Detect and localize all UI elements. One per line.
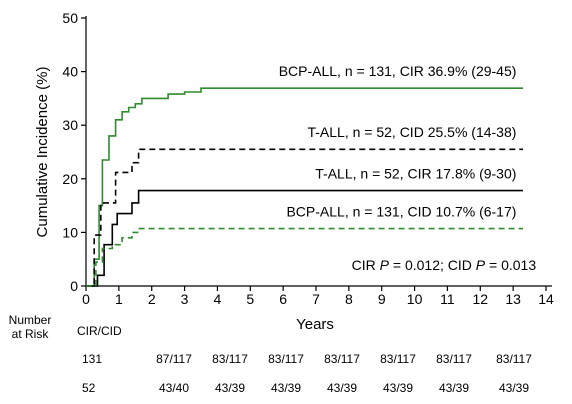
y-tick-label-0: 0	[70, 278, 78, 294]
y-axis-title: Cumulative Incidence (%)	[34, 67, 51, 238]
risk-cell: 43/39	[438, 381, 470, 395]
risk-cell: 83/117	[436, 352, 472, 366]
risk-cell: 43/39	[326, 381, 358, 395]
risk-table-header: Number at Risk	[0, 313, 60, 341]
x-tick-label-2: 2	[148, 291, 156, 307]
annotation-part: = 0.013	[485, 257, 536, 273]
x-axis-title: Years	[296, 316, 334, 333]
risk-cell: 43/39	[382, 381, 414, 395]
risk-row-label: 52	[82, 381, 96, 395]
x-tick-label-12: 12	[472, 291, 488, 307]
risk-cell: 43/39	[214, 381, 246, 395]
y-tick-label-10: 10	[62, 224, 78, 240]
annotation-5: CIR P = 0.012; CID P = 0.013	[352, 257, 537, 273]
risk-cell: 83/117	[380, 352, 416, 366]
annotation-1: BCP-ALL, n = 131, CIR 36.9% (29-45)	[279, 63, 517, 79]
x-tick-label-4: 4	[214, 291, 222, 307]
x-tick-label-8: 8	[345, 291, 353, 307]
risk-cell: 43/39	[270, 381, 302, 395]
annotation-part: P	[380, 257, 390, 273]
annotation-part: = 0.012; CID	[389, 257, 476, 273]
y-tick-label-30: 30	[62, 117, 78, 133]
y-tick-label-50: 50	[62, 10, 78, 26]
risk-cell: 83/117	[324, 352, 360, 366]
risk-cell: 43/40	[158, 381, 190, 395]
annotation-part: P	[476, 257, 486, 273]
x-tick-label-3: 3	[181, 291, 189, 307]
risk-cell: 83/117	[496, 352, 532, 366]
x-tick-label-5: 5	[246, 291, 254, 307]
x-tick-label-0: 0	[82, 291, 90, 307]
x-tick-label-11: 11	[440, 291, 455, 307]
risk-table-subheader: CIR/CID	[77, 324, 122, 338]
x-tick-label-9: 9	[378, 291, 386, 307]
x-tick-label-10: 10	[407, 291, 423, 307]
y-tick-label-40: 40	[62, 64, 78, 80]
series-line-3	[86, 189, 523, 287]
risk-cell: 83/117	[212, 352, 248, 366]
risk-cell: 83/117	[268, 352, 304, 366]
series-line-4	[86, 227, 523, 287]
x-tick-label-1: 1	[115, 291, 123, 307]
x-tick-label-7: 7	[312, 291, 320, 307]
annotation-part: CIR	[352, 257, 380, 273]
series-line-1	[86, 87, 523, 287]
risk-table-header-line2: at Risk	[11, 327, 49, 341]
x-tick-label-14: 14	[538, 291, 554, 307]
x-tick-label-13: 13	[505, 291, 521, 307]
risk-row-label: 131	[82, 352, 103, 366]
annotation-4: BCP-ALL, n = 131, CID 10.7% (6-17)	[286, 203, 516, 219]
annotation-3: T-ALL, n = 52, CIR 17.8% (9-30)	[315, 165, 516, 181]
y-tick-label-20: 20	[62, 171, 78, 187]
risk-table-header-line1: Number	[8, 313, 52, 327]
series-line-2	[86, 148, 523, 287]
risk-cell: 87/117	[156, 352, 192, 366]
risk-cell: 43/39	[498, 381, 530, 395]
annotation-2: T-ALL, n = 52, CID 25.5% (14-38)	[307, 124, 516, 140]
x-tick-label-6: 6	[279, 291, 287, 307]
